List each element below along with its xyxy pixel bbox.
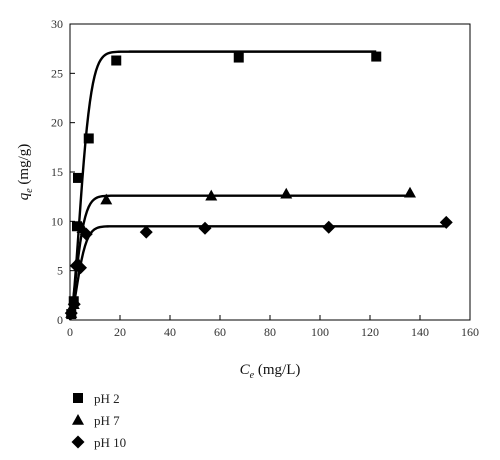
x-axis-subscript: e: [250, 370, 255, 381]
y-axis-title: qe (mg/g): [16, 144, 35, 201]
data-point-square: [83, 133, 94, 144]
x-tick-label: 100: [311, 325, 329, 339]
x-tick-label: 160: [461, 325, 479, 339]
x-tick-label: 20: [114, 325, 126, 339]
legend-marker-diamond: [71, 435, 85, 449]
x-tick-label: 140: [411, 325, 429, 339]
plot-frame: [69, 23, 471, 321]
y-tick-label: 20: [51, 116, 63, 130]
data-point-diamond: [79, 227, 93, 241]
legend-marker-square: [73, 393, 83, 403]
data-markers: [64, 51, 453, 320]
data-point-square: [72, 221, 82, 232]
data-point-square: [371, 51, 382, 62]
fit-curve-diamond: [68, 225, 447, 321]
fit-curves: [68, 50, 447, 321]
data-point-diamond: [322, 220, 336, 234]
x-tick-label: 40: [164, 325, 176, 339]
y-tick-label: 25: [51, 66, 63, 80]
y-tick-label: 0: [57, 313, 63, 327]
legend-label: pH 10: [94, 435, 126, 450]
data-point-square: [73, 172, 83, 183]
y-axis: 0 5 10 15 20 25 30: [51, 17, 75, 327]
x-axis: 0 20 40 60 80 100 120 140 160: [67, 315, 479, 339]
data-point-diamond: [439, 215, 453, 229]
data-point-diamond: [139, 225, 153, 239]
legend-label: pH 2: [94, 391, 120, 406]
x-tick-label: 0: [67, 325, 73, 339]
data-point-square: [111, 55, 122, 66]
y-tick-label: 30: [51, 17, 63, 31]
legend-marker-triangle: [72, 414, 84, 425]
data-point-diamond: [67, 297, 81, 311]
x-axis-symbol: C: [240, 362, 251, 378]
fit-curve-triangle: [68, 194, 410, 321]
legend: pH 2 pH 7 pH 10: [71, 391, 126, 450]
y-axis-symbol: q: [16, 192, 32, 200]
legend-label: pH 7: [94, 413, 120, 428]
x-tick-label: 60: [214, 325, 226, 339]
y-axis-subscript: e: [24, 188, 35, 193]
x-axis-title: Ce (mg/L): [240, 362, 301, 381]
x-tick-label: 120: [361, 325, 379, 339]
data-point-square: [233, 52, 244, 63]
data-point-diamond: [198, 221, 212, 235]
fit-curve-square: [68, 50, 377, 321]
data-point-triangle: [404, 186, 416, 198]
data-point-triangle: [100, 193, 113, 205]
data-point-diamond: [74, 261, 87, 275]
y-tick-label: 5: [57, 264, 63, 278]
y-axis-unit: (mg/g): [16, 144, 32, 189]
y-tick-label: 10: [51, 214, 63, 228]
x-tick-label: 80: [264, 325, 276, 339]
data-point-triangle: [280, 187, 293, 199]
y-tick-label: 15: [51, 165, 63, 179]
plot-area: [69, 23, 471, 321]
x-axis-unit: (mg/L): [254, 362, 300, 378]
data-point-triangle: [205, 189, 218, 201]
